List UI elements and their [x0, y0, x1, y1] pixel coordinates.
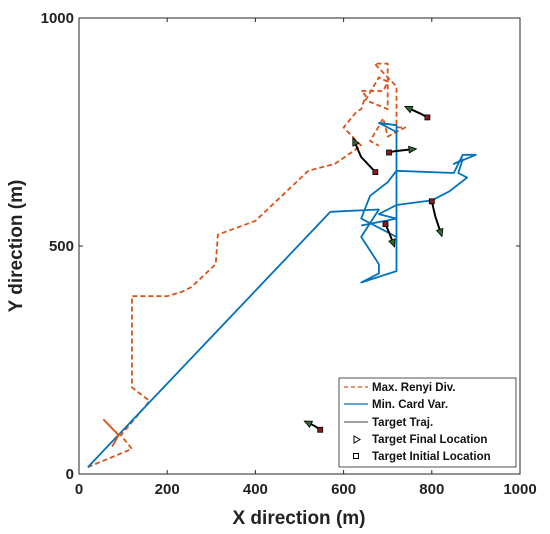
- target-initial-marker: [382, 221, 389, 228]
- x-axis-label: X direction (m): [232, 508, 365, 529]
- x-tick-label: 200: [155, 481, 180, 498]
- target-layer: [303, 105, 444, 433]
- series-segment-orange: [102, 418, 120, 448]
- legend-label-final-location: Target Final Location: [372, 434, 487, 446]
- target-trajectory: [430, 201, 442, 233]
- y-tick-label: 0: [66, 466, 74, 483]
- x-tick-label: 0: [75, 481, 83, 498]
- x-tick-label: 400: [243, 481, 268, 498]
- legend-box: [338, 377, 517, 468]
- series-layer: [87, 62, 477, 469]
- target-final-marker: [403, 105, 414, 114]
- legend-label-initial-location: Target Initial Location: [372, 451, 491, 463]
- target-initial-marker: [372, 169, 379, 176]
- y-tick-label: 500: [49, 238, 74, 255]
- legend-triangle-marker: [353, 435, 361, 444]
- target-initial-marker: [428, 198, 435, 205]
- target-final-marker: [408, 145, 418, 154]
- legend-square-marker: [353, 453, 359, 459]
- series-line-min-card-var-: [87, 122, 477, 468]
- target-trajectory: [353, 141, 377, 173]
- target-final-marker: [352, 137, 360, 147]
- target-final-marker: [303, 420, 314, 429]
- target-final-marker: [435, 227, 444, 238]
- legend-label-target-traj: Target Traj.: [372, 417, 433, 429]
- series-line-max-renyi-div-: [87, 62, 407, 469]
- x-tick-label: 800: [419, 481, 444, 498]
- target-final-marker: [388, 238, 396, 248]
- x-tick-label: 1000: [503, 481, 536, 498]
- target-initial-marker: [317, 426, 324, 433]
- target-initial-marker: [424, 114, 431, 121]
- axes-ticks: 0 200 400 600 800 1000 0 500 1000: [41, 10, 537, 498]
- y-axis-label: Y direction (m): [6, 180, 27, 313]
- target-initial-marker: [386, 149, 392, 156]
- y-tick-label: 1000: [41, 10, 74, 27]
- legend-label-max-renyi: Max. Renyi Div.: [372, 382, 456, 394]
- legend-label-min-card: Min. Card Var.: [372, 399, 448, 411]
- legend: Max. Renyi Div. Min. Card Var. Target Tr…: [338, 377, 517, 468]
- x-tick-label: 600: [331, 481, 356, 498]
